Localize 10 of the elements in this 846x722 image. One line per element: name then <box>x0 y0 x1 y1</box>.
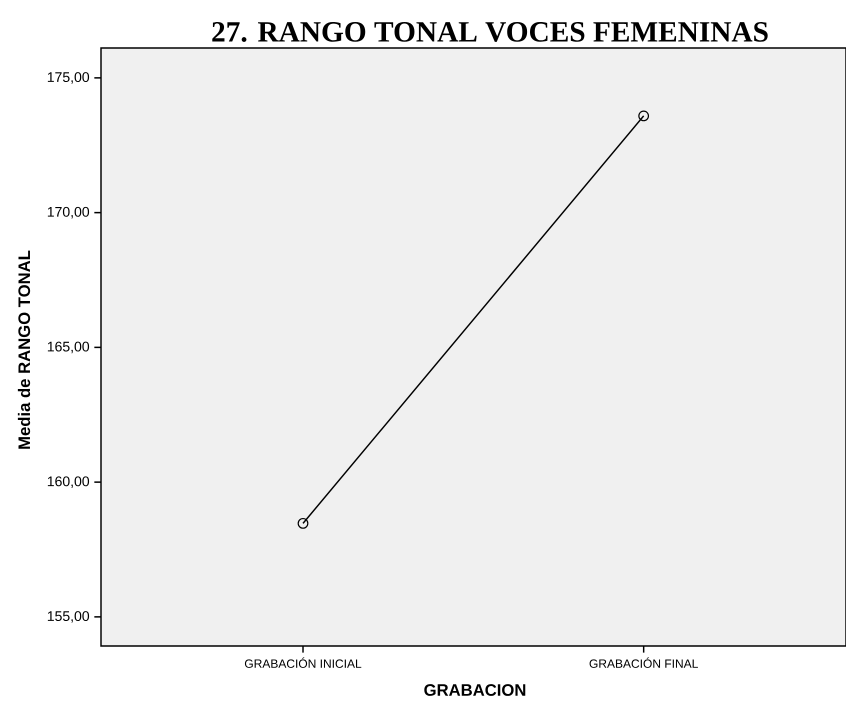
y-tick-label: 170,00 <box>48 206 90 218</box>
y-tick-label: 165,00 <box>48 342 90 354</box>
x-tick-label: GRABACIÓN INICIAL <box>244 657 362 668</box>
x-tick-label: GRABACIÓN FINAL <box>590 657 698 668</box>
chart-title: 27. RANGO TONAL VOCES FEMENINAS <box>212 22 768 42</box>
y-tick-label: 175,00 <box>48 72 90 84</box>
x-axis-title: GRABACION <box>424 684 526 696</box>
y-tick-label: 155,00 <box>48 611 90 623</box>
y-axis-title: Media de RANGO TONAL <box>18 250 30 449</box>
y-tick-label: 160,00 <box>48 476 90 488</box>
